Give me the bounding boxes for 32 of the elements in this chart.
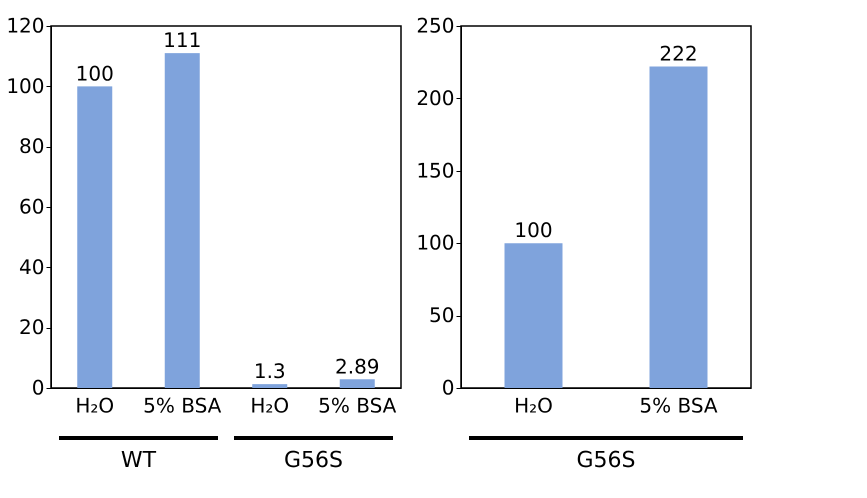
data-label: 2.89 — [334, 354, 380, 378]
y-tick-label: 80 — [19, 134, 44, 158]
bar — [252, 384, 288, 388]
x-tick-label: H₂O — [75, 394, 114, 418]
x-tick-label: 5% BSA — [143, 394, 222, 418]
data-label: 111 — [163, 28, 202, 52]
data-label: 222 — [659, 42, 698, 66]
bar — [77, 86, 112, 388]
bar — [340, 379, 375, 388]
y-tick-label: 40 — [19, 254, 44, 279]
text: G56S — [284, 448, 343, 473]
data-label: 100 — [76, 61, 114, 86]
y-tick-label: 100 — [6, 74, 44, 98]
y-tick-label: 100 — [416, 230, 454, 255]
text: WT — [120, 448, 156, 473]
data-label: 100 — [514, 218, 553, 242]
data-label: 1.3 — [254, 359, 286, 384]
x-tick-label: H₂O — [250, 394, 290, 418]
y-tick-label: 0 — [32, 376, 44, 400]
y-tick-label: 60 — [19, 194, 44, 218]
x-tick-label: H₂O — [514, 394, 553, 418]
text: G56S — [576, 448, 636, 473]
bar — [164, 53, 200, 388]
y-tick-label: 120 — [6, 14, 44, 38]
y-tick-label: 250 — [416, 14, 454, 38]
y-tick-label: 150 — [416, 158, 454, 182]
y-tick-label: 200 — [416, 86, 454, 110]
x-tick-label: 5% BSA — [318, 394, 397, 418]
x-tick-label: 5% BSA — [639, 394, 718, 418]
y-tick-label: 20 — [19, 315, 44, 340]
y-tick-label: 0 — [442, 376, 454, 400]
y-tick-label: 50 — [429, 303, 454, 328]
